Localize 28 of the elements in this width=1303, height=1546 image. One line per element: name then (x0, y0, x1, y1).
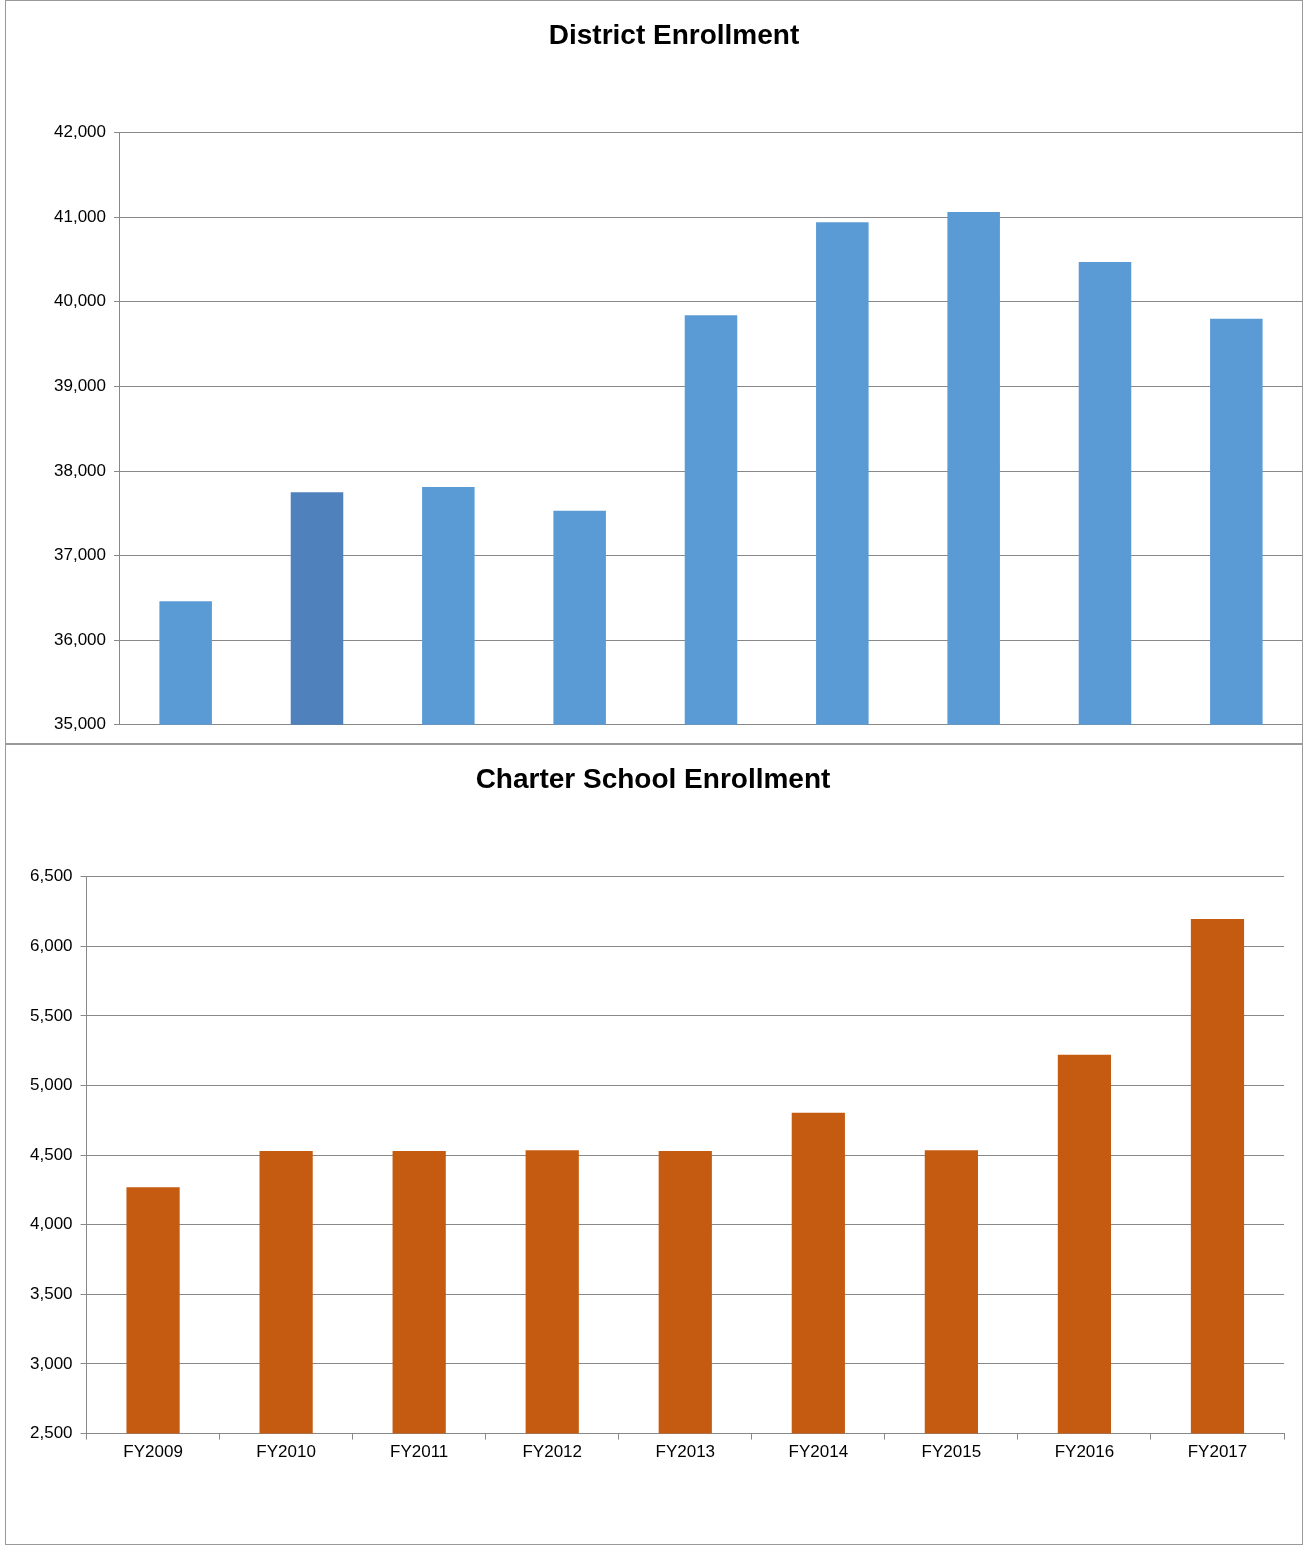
y-tick-label: 5,000 (29, 1075, 73, 1095)
y-tick-label: 35,000 (54, 714, 106, 734)
y-tick-label: 3,500 (29, 1284, 73, 1304)
y-tick-label: 36,000 (54, 629, 106, 649)
x-tick-label: FY2017 (1187, 1442, 1248, 1462)
y-tick-label: 38,000 (54, 460, 106, 480)
x-tick-label: FY2011 (390, 1442, 449, 1462)
chart-title: District Enrollment (548, 18, 800, 50)
y-tick-label: 6,000 (29, 935, 73, 955)
y-tick-label: 2,500 (29, 1423, 73, 1443)
x-tick-label: FY2010 (256, 1442, 316, 1462)
y-tick-label: 39,000 (54, 376, 106, 396)
x-tick-label: FY2013 (655, 1442, 716, 1462)
y-tick-label: 42,000 (54, 122, 106, 142)
y-tick-label: 5,500 (29, 1005, 73, 1025)
y-tick-label: 40,000 (54, 291, 106, 311)
y-tick-label: 6,500 (29, 866, 73, 886)
x-tick-label: FY2012 (522, 1442, 582, 1462)
x-tick-label: FY2016 (1054, 1442, 1115, 1462)
chart-title: Charter School Enrollment (475, 762, 831, 794)
x-tick-label: FY2015 (921, 1442, 982, 1462)
y-tick-label: 4,000 (29, 1214, 73, 1234)
x-tick-label: FY2014 (788, 1442, 849, 1462)
y-tick-label: 41,000 (54, 206, 106, 226)
x-tick-label: FY2009 (123, 1442, 183, 1462)
y-tick-label: 4,500 (29, 1144, 73, 1164)
y-tick-label: 3,000 (29, 1353, 73, 1373)
y-tick-label: 37,000 (54, 545, 106, 565)
